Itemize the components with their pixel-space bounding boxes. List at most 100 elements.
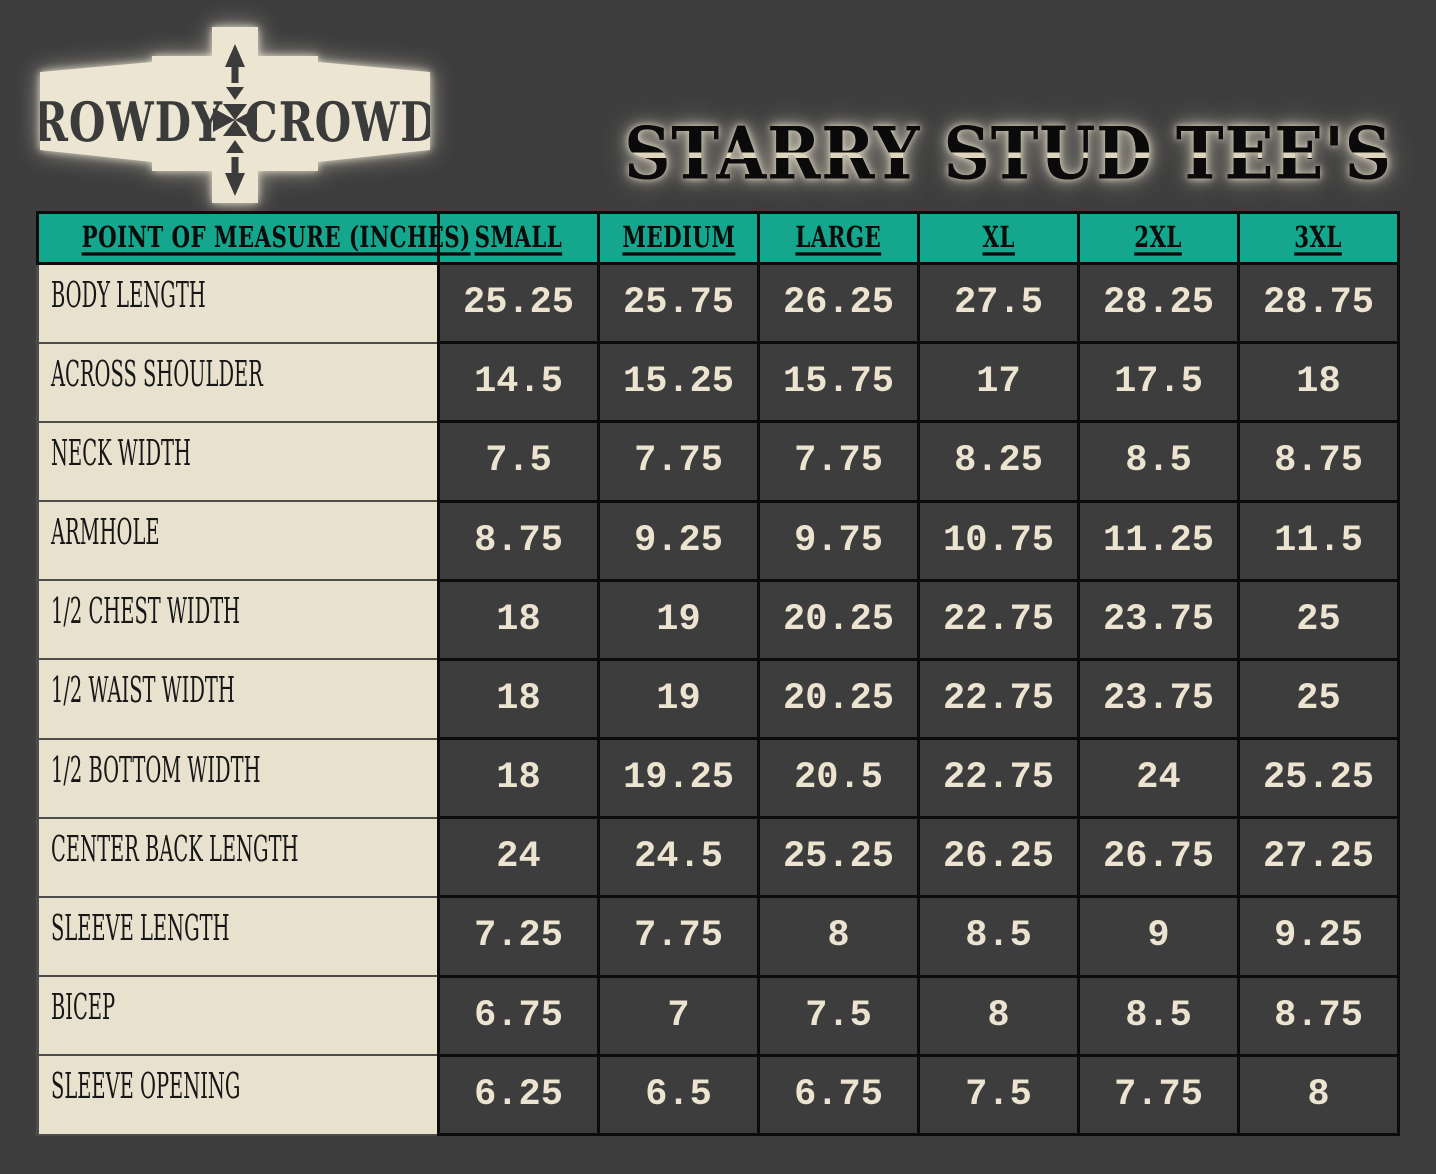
- row-label: SLEEVE LENGTH: [51, 908, 230, 950]
- measurement-value: 8.75: [1237, 420, 1400, 503]
- logo-text-right: CROWD: [244, 91, 430, 155]
- measurement-value: 25: [1237, 578, 1400, 661]
- row-label-cell: 1/2 CHEST WIDTH: [36, 579, 440, 661]
- table-row: CENTER BACK LENGTH 24 24.5 25.25 26.25 26.75 2…: [36, 816, 1400, 899]
- measurement-value: 20.25: [757, 657, 920, 741]
- page-title-text: STARRY STUD TEE'S: [624, 112, 1392, 197]
- column-header-label: XL: [982, 221, 1015, 255]
- table-row: BODY LENGTH 25.25 25.75 26.25 27.5 28.25 28.75: [36, 261, 1400, 345]
- row-label: 1/2 CHEST WIDTH: [51, 592, 241, 633]
- table-body: BODY LENGTH 25.25 25.75 26.25 27.5 28.25 28.75…: [36, 261, 1400, 1137]
- row-label: 1/2 WAIST WIDTH: [51, 671, 235, 712]
- measurement-value: 18: [1237, 341, 1400, 424]
- measurement-value: 8: [917, 974, 1080, 1057]
- measurement-value: 24: [437, 816, 600, 899]
- column-header-point-of-measure: POINT OF MEASURE (INCHES): [36, 211, 470, 265]
- measurement-value: 10.75: [917, 499, 1080, 582]
- row-label: 1/2 BOTTOM WIDTH: [51, 750, 261, 791]
- measurement-value: 9.25: [597, 499, 760, 582]
- row-label: BODY LENGTH: [51, 276, 206, 317]
- column-header-label: SMALL: [474, 221, 563, 255]
- column-header-small: SMALL: [437, 211, 600, 265]
- measurement-value: 8.75: [1237, 974, 1400, 1057]
- measurement-value: 15.25: [597, 341, 760, 424]
- measurement-value: 17: [917, 341, 1080, 424]
- row-label-cell: BICEP: [36, 975, 440, 1057]
- measurement-value: 20.5: [757, 737, 920, 820]
- column-header-label: LARGE: [795, 221, 882, 255]
- measurement-value: 6.5: [597, 1053, 760, 1137]
- row-label: CENTER BACK LENGTH: [51, 829, 299, 871]
- rowdy-crowd-logo: ROWDY CROWD: [40, 27, 430, 203]
- table-row: SLEEVE LENGTH 7.25 7.75 8 8.5 9 9.25: [36, 895, 1400, 978]
- logo-text-left: ROWDY: [40, 91, 223, 155]
- header-row: POINT OF MEASURE (INCHES) SMALL MEDIUM L…: [36, 211, 1400, 265]
- column-header-label: 2XL: [1134, 221, 1183, 255]
- row-label-cell: CENTER BACK LENGTH: [36, 816, 440, 898]
- measurement-value: 8.5: [1077, 420, 1240, 503]
- page-title-glow: STARRY STUD TEE'S: [624, 119, 1392, 191]
- measurement-value: 6.75: [757, 1053, 920, 1137]
- column-header-xl: XL: [917, 211, 1080, 265]
- measurement-value: 14.5: [437, 341, 600, 424]
- row-label: BICEP: [51, 988, 116, 1029]
- measurement-value: 22.75: [917, 737, 1080, 820]
- measurement-value: 22.75: [917, 578, 1080, 661]
- measurement-value: 25: [1237, 657, 1400, 741]
- measurement-value: 8.75: [437, 499, 600, 582]
- table-row: ACROSS SHOULDER 14.5 15.25 15.75 17 17.5 18: [36, 341, 1400, 424]
- measurement-value: 23.75: [1077, 578, 1240, 661]
- measurement-value: 9: [1077, 895, 1240, 978]
- column-header-label: 3XL: [1294, 221, 1343, 255]
- measurement-value: 9.75: [757, 499, 920, 582]
- measurement-value: 24: [1077, 737, 1240, 820]
- measurement-value: 7: [597, 974, 760, 1057]
- row-label-cell: 1/2 BOTTOM WIDTH: [36, 737, 440, 819]
- measurement-value: 8.5: [917, 895, 1080, 978]
- table-row: BICEP 6.75 7 7.5 8 8.5 8.75: [36, 974, 1400, 1057]
- table-row: 1/2 BOTTOM WIDTH 18 19.25 20.5 22.75 24 25.25: [36, 737, 1400, 820]
- measurement-value: 8.5: [1077, 974, 1240, 1057]
- column-header-label: POINT OF MEASURE (INCHES): [81, 221, 471, 255]
- measurement-value: 19.25: [597, 737, 760, 820]
- measurement-value: 22.75: [917, 657, 1080, 741]
- measurement-value: 28.25: [1077, 261, 1240, 345]
- table-row: NECK WIDTH 7.5 7.75 7.75 8.25 8.5 8.75: [36, 420, 1400, 503]
- row-label-cell: BODY LENGTH: [36, 262, 440, 344]
- row-label-cell: ACROSS SHOULDER: [36, 341, 440, 423]
- column-header-large: LARGE: [757, 211, 920, 265]
- table-row: ARMHOLE 8.75 9.25 9.75 10.75 11.25 11.5: [36, 499, 1400, 582]
- measurement-value: 6.25: [437, 1053, 600, 1137]
- row-label: SLEEVE OPENING: [51, 1067, 241, 1108]
- measurement-value: 20.25: [757, 578, 920, 661]
- row-label-cell: 1/2 WAIST WIDTH: [36, 658, 440, 740]
- table-row: SLEEVE OPENING 6.25 6.5 6.75 7.5 7.75 8: [36, 1053, 1400, 1137]
- measurement-value: 8.25: [917, 420, 1080, 503]
- measurement-value: 26.25: [757, 261, 920, 345]
- measurement-value: 18: [437, 737, 600, 820]
- column-header-medium: MEDIUM: [597, 211, 760, 265]
- measurement-value: 27.25: [1237, 816, 1400, 899]
- table-row: 1/2 CHEST WIDTH 18 19 20.25 22.75 23.75 25: [36, 578, 1400, 661]
- measurement-value: 6.75: [437, 974, 600, 1057]
- measurement-value: 7.5: [437, 420, 600, 503]
- row-label: ACROSS SHOULDER: [51, 354, 263, 395]
- measurement-value: 7.75: [597, 895, 760, 978]
- measurement-value: 7.5: [917, 1053, 1080, 1137]
- measurement-value: 19: [597, 578, 760, 661]
- column-header-3xl: 3XL: [1237, 211, 1400, 265]
- measurement-value: 25.75: [597, 261, 760, 345]
- measurement-value: 24.5: [597, 816, 760, 899]
- row-label-cell: ARMHOLE: [36, 500, 440, 582]
- row-label-cell: SLEEVE OPENING: [36, 1054, 440, 1136]
- measurement-value: 15.75: [757, 341, 920, 424]
- arrow-emblem-icon: [213, 44, 257, 196]
- row-label: ARMHOLE: [51, 513, 160, 554]
- measurement-value: 25.25: [437, 261, 600, 345]
- measurement-value: 9.25: [1237, 895, 1400, 978]
- measurement-value: 18: [437, 578, 600, 661]
- measurement-value: 23.75: [1077, 657, 1240, 741]
- row-label-cell: SLEEVE LENGTH: [36, 895, 440, 978]
- measurement-value: 27.5: [917, 261, 1080, 345]
